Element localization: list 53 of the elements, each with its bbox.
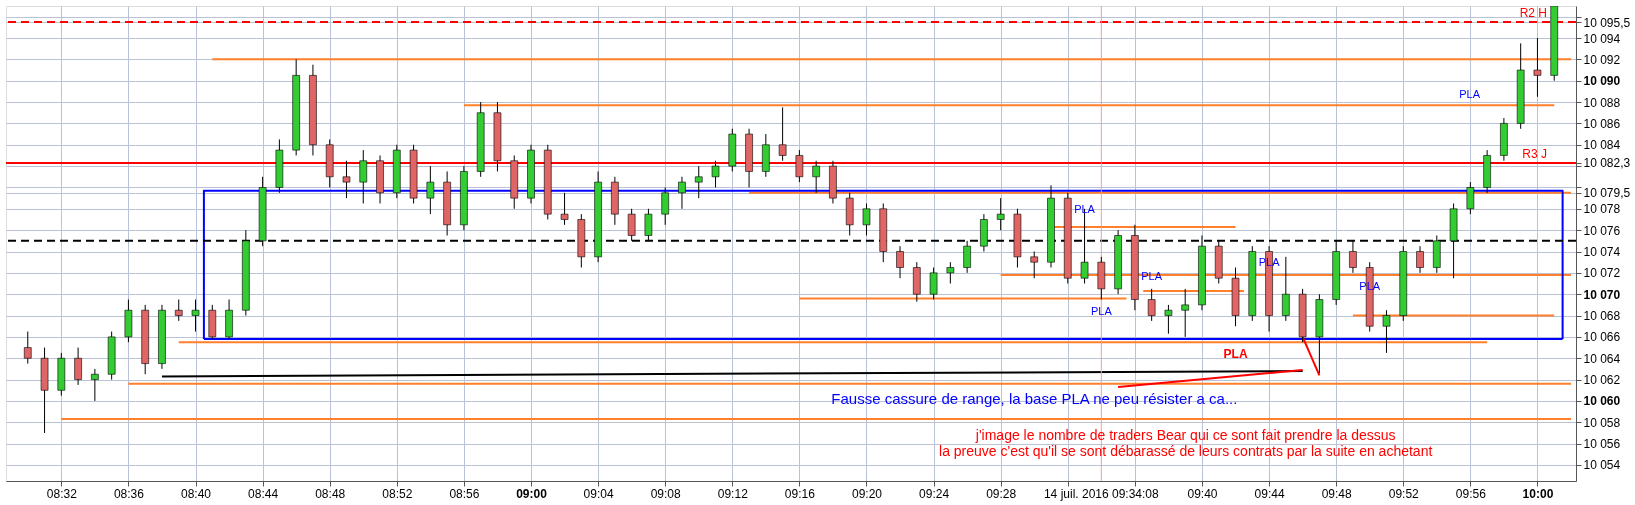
annotation: PLA bbox=[1090, 305, 1113, 318]
x-tick-label: 09:00 bbox=[516, 486, 548, 501]
x-tick-label: 08:40 bbox=[181, 486, 212, 501]
annotation: PLA bbox=[1074, 202, 1096, 215]
x-tick-label: 09:20 bbox=[851, 486, 883, 501]
y-tick-label: 10 092 bbox=[1583, 52, 1621, 67]
x-tick-label: 09:56 bbox=[1455, 486, 1487, 501]
y-tick-label: 10 064 bbox=[1583, 351, 1621, 366]
x-tick-label: 09:04 bbox=[583, 486, 614, 501]
y-tick-label: 10 072 bbox=[1583, 266, 1621, 281]
y-tick-label: 10 056 bbox=[1583, 437, 1621, 452]
x-tick-label: 09:12 bbox=[717, 486, 749, 501]
x-tick-label: 09:48 bbox=[1321, 486, 1352, 501]
annotation: PLA bbox=[1223, 347, 1248, 362]
ref-line-label: R3 J bbox=[1522, 146, 1547, 161]
y-tick-label: 10 078 bbox=[1583, 202, 1621, 217]
x-tick-label: 08:52 bbox=[382, 486, 413, 501]
annotation: j'image le nombre de traders Bear qui ce sont fait prendre la dessus bbox=[974, 427, 1396, 444]
ref-line-label: 14 juil. 2016 09:34:08 bbox=[1043, 487, 1160, 501]
x-tick-label: 08:44 bbox=[248, 486, 279, 501]
y-tick-label: 10 095,5 bbox=[1583, 15, 1631, 30]
y-tick-label: 10 074 bbox=[1583, 245, 1621, 260]
annotation: la preuve c'est qu'il se sont débarassé de leurs contrats par la suite en achetant bbox=[939, 443, 1433, 460]
x-tick-label: 09:08 bbox=[650, 486, 682, 501]
x-tick-label: 09:44 bbox=[1254, 486, 1285, 501]
y-tick-label: 10 070 bbox=[1583, 287, 1621, 302]
x-tick-label: 08:56 bbox=[449, 486, 480, 501]
x-tick-label: 08:48 bbox=[315, 486, 346, 501]
y-tick-label: 10 068 bbox=[1583, 309, 1621, 324]
y-tick-label: 10 076 bbox=[1583, 223, 1621, 238]
x-tick-label: 08:36 bbox=[113, 486, 145, 501]
y-tick-label: 10 090 bbox=[1583, 74, 1621, 89]
y-tick-label: 10 094 bbox=[1583, 31, 1621, 46]
y-tick-label: 10 062 bbox=[1583, 373, 1621, 388]
y-tick-label: 10 086 bbox=[1583, 116, 1621, 131]
y-tick-label: 10 079,5 bbox=[1583, 186, 1631, 201]
y-tick-label: 10 084 bbox=[1583, 138, 1621, 153]
y-tick-label: 10 060 bbox=[1583, 394, 1621, 409]
x-tick-label: 08:32 bbox=[46, 486, 78, 501]
x-tick-label: 09:28 bbox=[986, 486, 1017, 501]
x-tick-label: 09:24 bbox=[919, 486, 950, 501]
x-tick-label: 09:40 bbox=[1187, 486, 1218, 501]
annotation: Fausse cassure de range, la base PLA ne peu résister a ca... bbox=[831, 389, 1238, 407]
y-tick-label: 10 054 bbox=[1583, 458, 1621, 473]
x-tick-label: 09:52 bbox=[1388, 486, 1420, 501]
annotation: PLA bbox=[1459, 87, 1481, 100]
y-tick-label: 10 088 bbox=[1583, 95, 1621, 110]
ref-line-label: R2 H bbox=[1519, 6, 1547, 21]
x-tick-label: 09:16 bbox=[784, 486, 816, 501]
y-tick-label: 10 082,3 bbox=[1583, 156, 1631, 171]
x-tick-label: 10:00 bbox=[1522, 486, 1554, 501]
y-tick-label: 10 066 bbox=[1583, 330, 1621, 345]
y-tick-label: 10 058 bbox=[1583, 415, 1621, 430]
